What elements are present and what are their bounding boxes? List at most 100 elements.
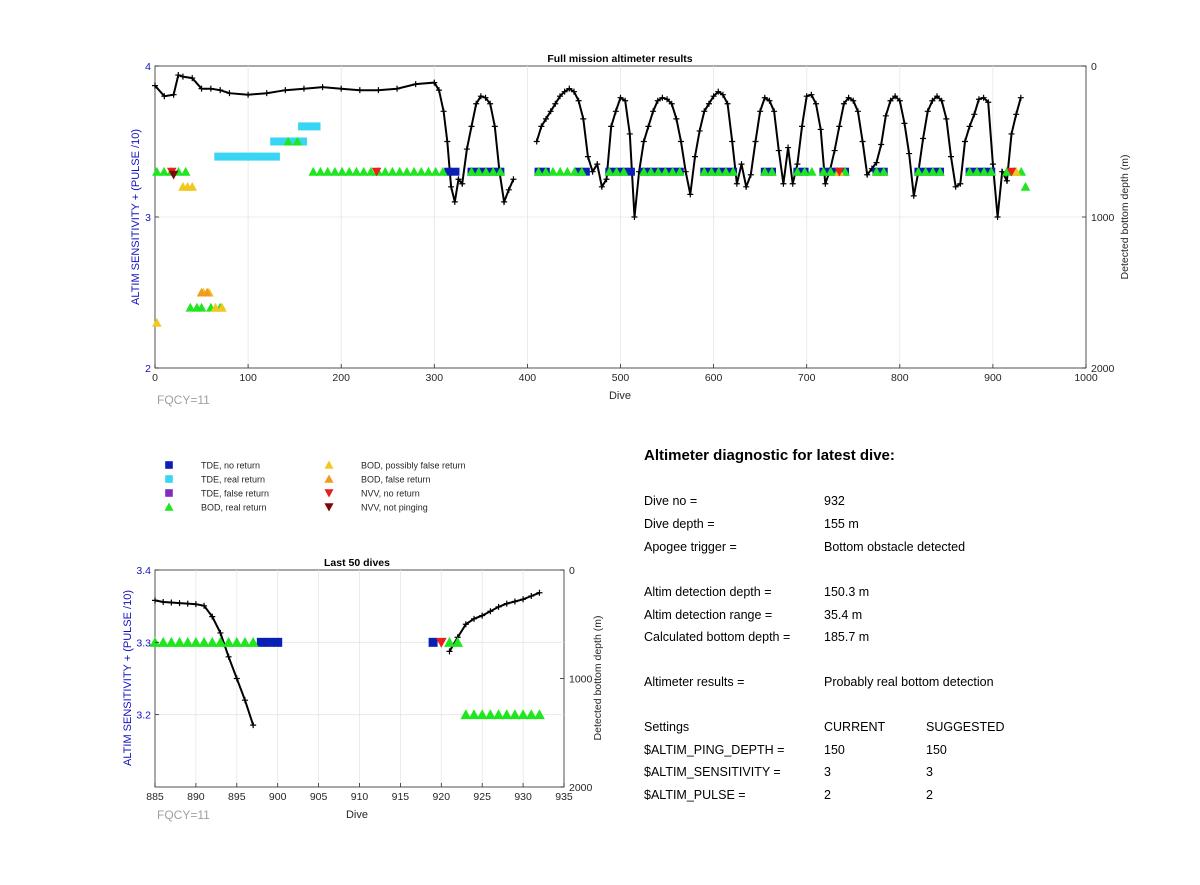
bod-real-returnmarker [509,709,521,720]
bod-real-returnmarker [878,166,889,176]
depth-point [468,123,475,130]
main-y-axis-label-left: ALTIM SENSITIVITY + (PULSE /10) [130,129,142,305]
last50-ticks: 885 890 895 900 905 910 915 920 925 930 935 3.2 3.3 3… [136,565,592,803]
last50-x-axis-label: Dive [346,809,368,821]
bod-real-returnmarker [308,166,319,176]
bod-real-returnmarker [190,636,202,647]
last50-depth-layer [152,589,543,729]
bod-real-returnmarker [674,166,685,176]
depth-point [198,85,205,92]
bod-real-returnmarker [555,166,565,176]
depth-point [584,153,591,160]
bod-real-returnmarker [488,166,498,176]
depth-point [957,180,964,187]
depth-point [929,97,936,104]
bod-real-returnmarker [223,636,235,647]
x-tick-label: 200 [332,372,350,384]
tde-real-returnmarker [277,137,286,146]
bod-real-returnmarker [182,636,194,647]
depth-point [645,123,652,130]
depth-point [771,108,778,115]
diagnostic-value: 150.3 m [824,585,870,599]
depth-point [808,91,815,98]
tde-real-returnmarker [250,152,259,161]
tde-real-returnmarker [271,152,280,161]
depth-point [799,123,806,130]
depth-point [543,115,550,122]
bod-real-returnmarker [198,636,210,647]
x-tick-label: 915 [392,791,410,803]
depth-point [575,97,582,104]
y-tick-label-right: 2000 [1091,363,1115,375]
x-tick-label: 910 [351,791,369,803]
diagnostic-row-dive-no: Dive no = 932 [644,494,1164,512]
diagnostic-row-dive-depth: Dive depth = 155 m [644,517,1164,535]
x-tick-label: 905 [310,791,328,803]
depth-point [487,100,494,107]
bod-real-returnmarker [799,166,810,176]
bod-real-returnmarker [473,166,484,176]
x-tick-label: 895 [228,791,246,803]
depth-point [510,176,517,183]
depth-point [520,596,527,603]
bod-possibly-false-returnmarker [152,317,162,327]
depth-point [845,94,852,101]
depth-point [455,176,462,183]
settings-current: 150 [824,743,845,757]
depth-point [245,91,252,98]
diagnostic-label: Altimeter results = [644,675,745,689]
depth-point [598,183,605,190]
bod-real-returnmarker [667,166,678,176]
depth-point [435,87,442,94]
depth-point [789,180,796,187]
main-x-axis-label: Dive [609,390,631,402]
depth-point [892,93,899,100]
bod-real-returnmarker [548,166,558,176]
depth-point [533,138,540,145]
settings-suggested: 2 [926,788,933,802]
bod-real-returnmarker [283,136,293,146]
depth-point [168,599,175,606]
depth-point [831,147,838,154]
settings-suggested: 150 [926,743,947,757]
diagnostic-label: Apogee trigger = [644,540,737,554]
bod-real-returnmarker [315,166,326,176]
depth-point [226,90,233,97]
last50-y-axis-label-right: Detected bottom depth (m) [592,616,604,741]
tde-real-returnmarker [257,152,266,161]
depth-point [668,100,675,107]
tde-real-returnmarker [298,122,307,131]
depth-point [887,97,894,104]
depth-point [757,108,764,115]
settings-current: 2 [824,788,831,802]
depth-point [622,97,629,104]
depth-point [552,100,559,107]
depth-point [161,93,168,100]
legend-marker [324,474,334,483]
bod-real-returnmarker [180,166,191,176]
depth-point [817,126,824,133]
bod-real-returnmarker [792,166,803,176]
legend-marker [324,460,334,469]
depth-point [608,123,615,130]
diagnostic-label: Dive no = [644,494,698,508]
y-tick-label-left: 3.3 [136,637,151,649]
depth-point [241,697,248,704]
depth-point [747,171,754,178]
bod-real-returnmarker [871,166,882,176]
x-tick-label: 500 [612,372,630,384]
depth-point [225,653,232,660]
bod-real-returnmarker [660,166,671,176]
x-tick-label: 900 [269,791,287,803]
bod-real-returnmarker [466,166,477,176]
bod-real-returnmarker [540,166,551,176]
bod-real-returnmarker [344,166,355,176]
bod-real-returnmarker [330,166,340,176]
bod-real-returnmarker [517,709,529,720]
depth-point [673,115,680,122]
depth-point [975,96,982,103]
bod-real-returnmarker [493,709,504,720]
bod-real-returnmarker [818,166,829,176]
depth-point [473,100,480,107]
